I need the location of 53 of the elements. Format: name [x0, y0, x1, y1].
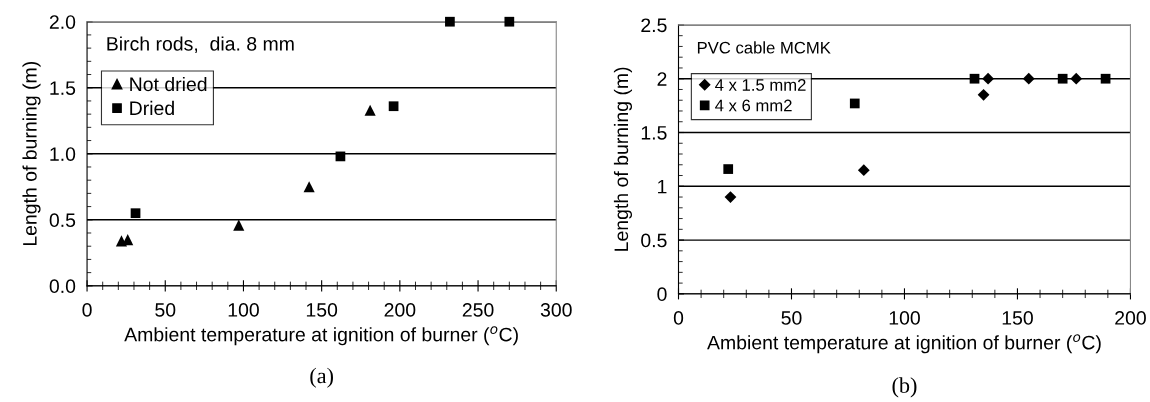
x-tick-label: 150 [306, 303, 338, 317]
x-tick-label: 150 [1002, 311, 1033, 325]
y-tick-label: 0.5 [641, 233, 667, 248]
x-tick-label: 300 [540, 303, 572, 317]
y-tick-label: 0.5 [49, 213, 76, 228]
point [982, 72, 994, 85]
point [723, 164, 734, 174]
legend-label: Not dried [130, 76, 207, 92]
point [504, 16, 515, 27]
point [977, 88, 990, 101]
legend-label: 4 x 1.5 mm2 [715, 79, 806, 91]
y-tick-label: 1.0 [50, 147, 76, 161]
point [1100, 73, 1111, 84]
point [857, 164, 870, 177]
point [724, 191, 737, 203]
text: (a) [310, 367, 334, 388]
point [303, 181, 315, 193]
point [1022, 72, 1035, 85]
y-tick-label: 2 [657, 72, 667, 86]
annotation: Birch rods, dia. 8 mm [107, 36, 294, 53]
point [233, 219, 245, 231]
point [969, 73, 980, 84]
x-tick-label: 50 [781, 311, 802, 325]
y-tick-label: 0.0 [49, 279, 76, 294]
point [1057, 73, 1068, 84]
y-tick-label: 0 [657, 287, 667, 302]
y-tick-label: 1.5 [641, 126, 667, 140]
y-axis-title: Length of burning (m) [22, 62, 41, 246]
x-tick-label: 50 [155, 303, 176, 317]
point [388, 101, 399, 112]
annotation: PVC cable MCMK [697, 41, 831, 54]
point [130, 208, 141, 219]
y-tick-label: 1 [658, 179, 667, 194]
point [364, 104, 376, 116]
x-tick-label: 100 [889, 311, 920, 325]
x-tick-label: 250 [462, 303, 494, 317]
point [445, 16, 455, 27]
x-tick-label: 0 [82, 303, 92, 317]
x-tick-label: 200 [1115, 311, 1146, 325]
legend-label: 4 x 6 mm2 [715, 99, 792, 112]
y-tick-label: 2.0 [49, 15, 76, 29]
legend-label: Dried [130, 100, 174, 116]
point [849, 98, 860, 109]
x-tick-label: 100 [228, 303, 259, 317]
x-tick-label: 200 [384, 303, 416, 317]
x-tick-label: 0 [673, 311, 684, 325]
text: (b) [892, 377, 917, 398]
y-tick-label: 2.5 [641, 18, 667, 33]
x-axis-title: Ambient temperature at ignition of burner ($^{o}$C) [707, 334, 1101, 354]
y-axis-title: Length of burning (m) [613, 67, 633, 251]
point [1070, 72, 1083, 85]
x-axis-title: Ambient temperature at ignition of burner ($^{o}$C) [124, 326, 518, 346]
y-tick-label: 1.5 [50, 81, 76, 95]
